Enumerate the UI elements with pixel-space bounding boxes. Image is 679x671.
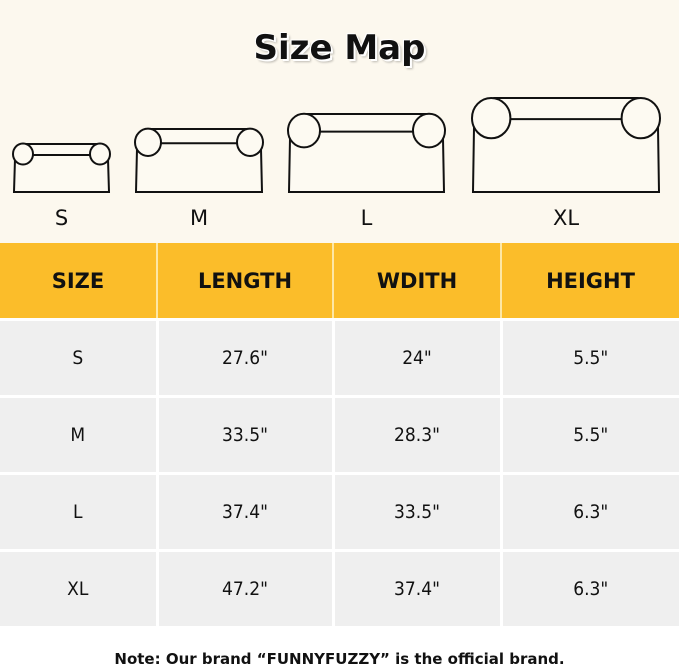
sofa-label: XL: [552, 206, 580, 230]
brand-note: Note: Our brand “FUNNYFUZZY” is the offi…: [114, 650, 565, 668]
cell: S: [0, 318, 159, 397]
cell: 33.5": [157, 395, 335, 474]
cell: 47.2": [157, 549, 335, 626]
header-width: WDITH: [333, 243, 502, 320]
cell: 5.5": [501, 395, 679, 474]
sofa-label: L: [360, 206, 373, 230]
size-table: SIZE LENGTH WDITH HEIGHT S 27.6" 24" 5.5" M…: [0, 243, 679, 626]
sofa-xl-icon: [471, 96, 662, 193]
cell: 33.5": [333, 472, 503, 551]
sofa-s-icon: [12, 142, 111, 193]
table-header-row: SIZE LENGTH WDITH HEIGHT: [0, 243, 679, 320]
cell: 24": [333, 318, 503, 397]
sofa-l-icon: [287, 112, 446, 193]
cell: XL: [0, 549, 159, 626]
cell: 28.3": [333, 395, 503, 474]
header-size: SIZE: [0, 243, 158, 320]
header-height: HEIGHT: [501, 243, 679, 320]
cell: 37.4": [333, 549, 503, 626]
cell: 27.6": [157, 318, 335, 397]
cell: L: [0, 472, 159, 551]
header-length: LENGTH: [157, 243, 334, 320]
page-title: Size Map: [253, 28, 426, 68]
table-row: M 33.5" 28.3" 5.5": [0, 395, 679, 474]
cell: 6.3": [501, 549, 679, 626]
sofa-label: M: [189, 206, 209, 230]
table-row: XL 47.2" 37.4" 6.3": [0, 549, 679, 626]
table-row: S 27.6" 24" 5.5": [0, 318, 679, 397]
cell: 6.3": [501, 472, 679, 551]
sofa-label: S: [54, 206, 69, 230]
table-row: L 37.4" 33.5" 6.3": [0, 472, 679, 551]
sofa-m-icon: [134, 127, 264, 193]
cell: 5.5": [501, 318, 679, 397]
cell: 37.4": [157, 472, 335, 551]
cell: M: [0, 395, 159, 474]
